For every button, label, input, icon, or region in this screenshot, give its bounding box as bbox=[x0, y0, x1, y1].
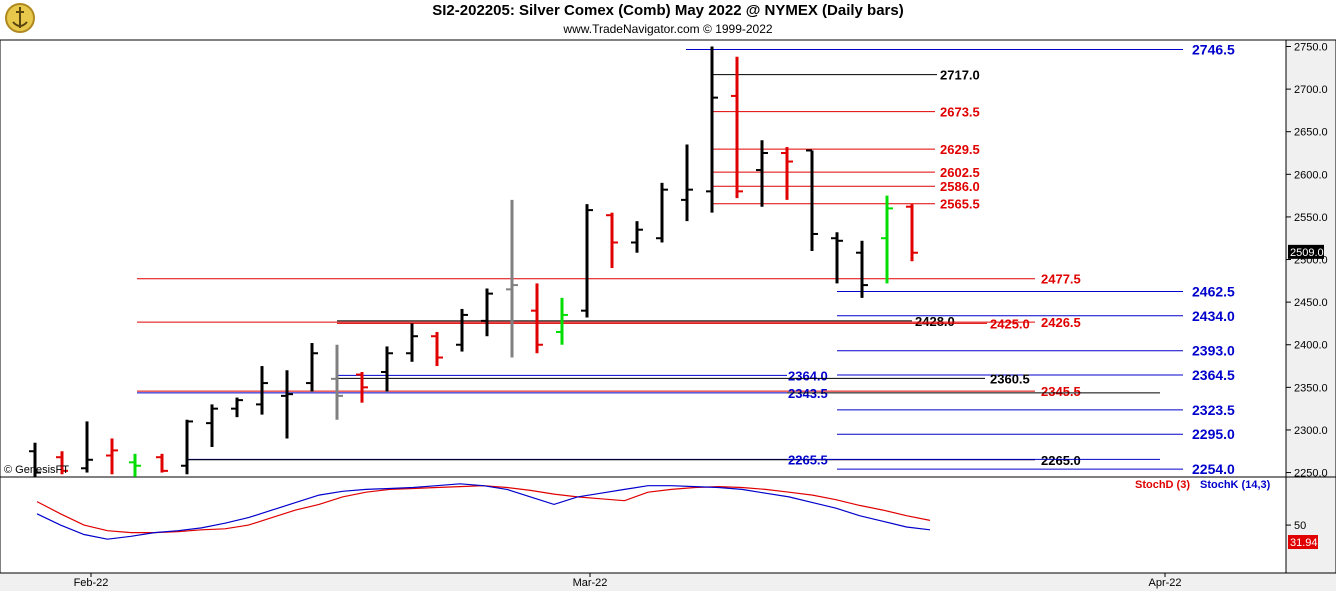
x-tick-label: Mar-22 bbox=[573, 577, 608, 589]
y-tick-label: 2250.0 bbox=[1294, 468, 1328, 480]
level-label: 2462.5 bbox=[1192, 283, 1235, 299]
chart-subtitle: www.TradeNavigator.com © 1999-2022 bbox=[563, 22, 773, 36]
level-label: 2477.5 bbox=[1041, 272, 1081, 287]
level-label: 2586.0 bbox=[940, 179, 980, 194]
y-tick-label: 2400.0 bbox=[1294, 340, 1328, 352]
level-label: 2364.0 bbox=[788, 368, 828, 383]
price-bars-layer bbox=[29, 46, 918, 477]
y-tick-label: 2450.0 bbox=[1294, 297, 1328, 309]
level-label: 2602.5 bbox=[940, 165, 980, 180]
stoch-last-box bbox=[1288, 535, 1318, 550]
level-label: 2364.5 bbox=[1192, 367, 1235, 383]
level-label: 2393.0 bbox=[1192, 343, 1235, 359]
level-label: 2425.0 bbox=[990, 316, 1030, 331]
y-tick-label: 2550.0 bbox=[1294, 212, 1328, 224]
time-axis: Feb-22 Mar-22 Apr-22 bbox=[74, 573, 1182, 589]
level-label: 2254.0 bbox=[1192, 461, 1235, 477]
stochastic-layer: 50 31.94 bbox=[36, 483, 1318, 550]
y-tick-label: 2650.0 bbox=[1294, 127, 1328, 139]
y-tick-label: 2350.0 bbox=[1294, 382, 1328, 394]
level-label: 2629.5 bbox=[940, 142, 980, 157]
level-label: 2345.5 bbox=[1041, 384, 1081, 399]
y-tick-label: 2300.0 bbox=[1294, 425, 1328, 437]
level-label: 2428.0 bbox=[915, 314, 955, 329]
stoch-last-label: 31.94 bbox=[1290, 537, 1318, 549]
y-tick-label: 2750.0 bbox=[1294, 42, 1328, 54]
genesis-copyright: © GenesisFT bbox=[4, 464, 69, 476]
last-price-label: 2509.0 bbox=[1290, 247, 1324, 259]
price-axis: 2750.02700.02650.02600.02550.02500.02450… bbox=[1286, 42, 1328, 480]
x-tick-label: Apr-22 bbox=[1148, 577, 1181, 589]
level-label: 2434.0 bbox=[1192, 308, 1235, 324]
level-label: 2746.5 bbox=[1192, 41, 1235, 57]
y-tick-label: 2600.0 bbox=[1294, 169, 1328, 181]
level-label: 2295.0 bbox=[1192, 426, 1235, 442]
last-price-box bbox=[1288, 244, 1324, 259]
level-label: 2323.5 bbox=[1192, 402, 1235, 418]
x-tick-label: Feb-22 bbox=[74, 577, 109, 589]
stochd-legend: StochD (3) bbox=[1135, 479, 1190, 491]
y-tick-label: 2700.0 bbox=[1294, 84, 1328, 96]
level-label: 2565.5 bbox=[940, 197, 980, 212]
navigator-logo-icon bbox=[5, 3, 35, 33]
level-label: 2717.0 bbox=[940, 68, 980, 83]
stoch-tick-label: 50 bbox=[1294, 520, 1306, 532]
level-label: 2426.5 bbox=[1041, 315, 1081, 330]
level-label: 2360.5 bbox=[990, 371, 1030, 386]
stochk-line bbox=[36, 483, 931, 540]
level-label: 2265.0 bbox=[1041, 453, 1081, 468]
stochk-legend: StochK (14,3) bbox=[1200, 479, 1271, 491]
level-label: 2673.5 bbox=[940, 105, 980, 120]
chart-title: SI2-202205: Silver Comex (Comb) May 2022… bbox=[432, 2, 904, 19]
